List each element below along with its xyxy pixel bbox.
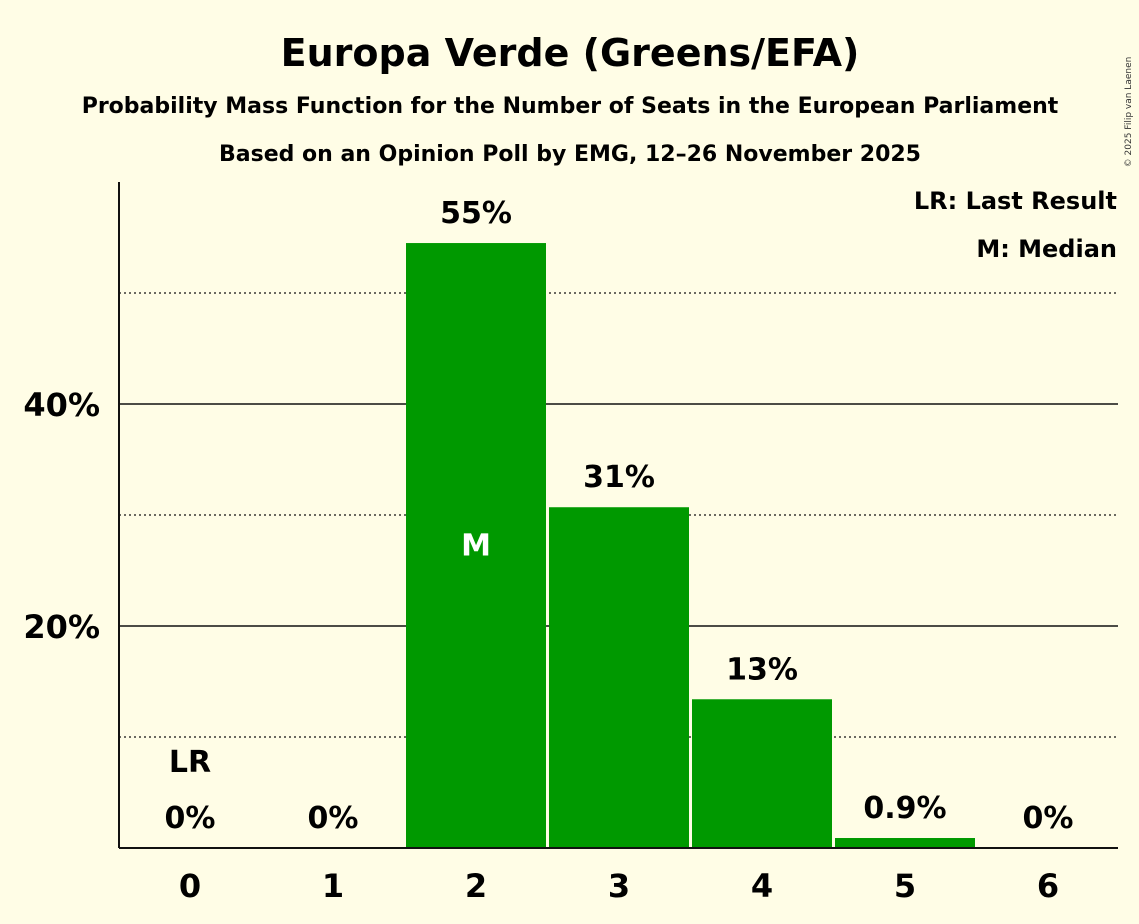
x-tick-label: 0 [179, 867, 201, 905]
x-tick-label: 5 [894, 867, 916, 905]
chart-subtitle-source: Based on an Opinion Poll by EMG, 12–26 N… [219, 142, 921, 167]
legend-last-result: LR: Last Result [914, 187, 1117, 215]
bars [406, 243, 975, 849]
bar-value-label: 31% [583, 460, 655, 495]
y-tick-label: 20% [23, 608, 100, 646]
chart-title: Europa Verde (Greens/EFA) [281, 31, 860, 75]
last-result-marker: LR [169, 745, 211, 780]
copyright-notice: © 2025 Filip van Laenen [1124, 57, 1134, 168]
y-tick-labels: 20% 40% [23, 386, 100, 646]
chart-subtitle: Probability Mass Function for the Number… [82, 94, 1059, 119]
x-tick-label: 3 [608, 867, 630, 905]
bar [406, 243, 546, 849]
bar [835, 838, 975, 848]
bar-value-label: 0% [165, 801, 216, 836]
median-marker: M [461, 529, 491, 564]
x-tick-label: 1 [322, 867, 344, 905]
bar [692, 699, 832, 848]
legend-median: M: Median [976, 235, 1117, 263]
bar-value-label: 0% [1023, 801, 1074, 836]
bar [549, 507, 689, 848]
x-tick-label: 4 [751, 867, 773, 905]
x-tick-label: 6 [1037, 867, 1059, 905]
bar-value-label: 0% [308, 801, 359, 836]
bar-value-label: 0.9% [863, 791, 946, 826]
x-tick-labels: 0 1 2 3 4 5 6 [179, 867, 1059, 905]
y-tick-label: 40% [23, 386, 100, 424]
bar-value-label: 13% [726, 652, 798, 687]
data-labels: 0% LR 0% 55% M 31% 13% 0.9% 0% [165, 196, 1074, 836]
x-tick-label: 2 [465, 867, 487, 905]
bar-value-label: 55% [440, 196, 512, 231]
